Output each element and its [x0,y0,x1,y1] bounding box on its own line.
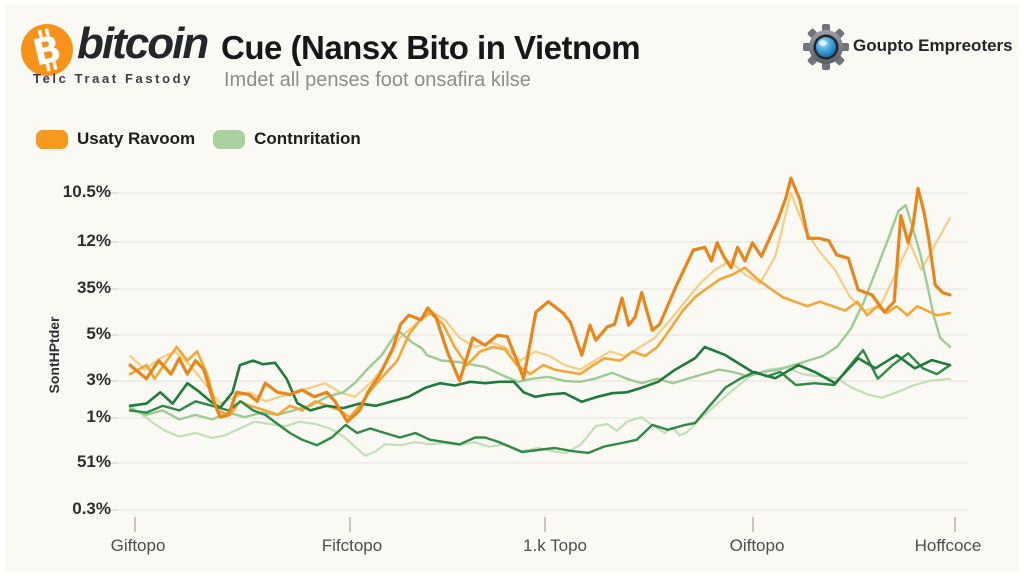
legend-label: Contnritation [254,129,361,148]
y-axis-tick-label: 35% [76,278,111,297]
x-axis-tick-label: Oiftopo [729,536,785,555]
chart-legend: Usaty Ravoom Contnritation [36,129,361,149]
legend-swatch-green [213,129,246,149]
y-axis-tick-label: 0.3% [72,499,111,518]
bitcoin-coin-icon: B [21,24,73,76]
y-axis-tick-label: 3% [86,370,111,389]
badge-label: Goupto Empreoters [853,36,1013,55]
legend-item-usaty-ravoom[interactable]: Usaty Ravoom [36,129,195,149]
series-green-medium [128,203,952,421]
brand-tagline: Telc Traat Fastody [33,71,193,86]
y-axis-tick-label: 1% [86,407,111,426]
series-orange-medium [128,266,952,419]
legend-swatch-orange [36,129,68,149]
series-green-light [128,366,952,457]
x-axis-tick-label: Fifctopo [321,536,383,555]
chart-gridlines [109,192,968,532]
settings-badge[interactable]: Goupto Empreoters [802,23,1019,75]
series-green-dark-b [128,348,952,455]
series-green-dark-a [128,345,952,412]
brand-wordmark: bitcoin [77,19,209,68]
y-axis-tick-label: 12% [76,231,111,250]
y-axis-tick-label: 5% [86,324,111,343]
gear-icon [803,24,849,70]
x-axis-tick-label: Hoffcoce [914,536,982,555]
chart-series-lines [128,176,952,457]
series-orange-bold [128,176,952,424]
x-axis-tick-label: Giftopo [110,536,166,555]
page-title: Cue (Nansx Bito in Vietnom [221,29,641,66]
y-axis-tick-label: 51% [76,452,111,471]
page-subtitle: Imdet all penses foot onsafira kilse [224,69,531,91]
x-axis-tick-label: 1.k Topo [523,536,587,555]
legend-item-contnritation[interactable]: Contnritation [213,129,361,149]
y-axis-tick-label: 10.5% [62,182,111,201]
legend-label: Usaty Ravoom [77,129,196,148]
series-orange-light [128,191,952,405]
